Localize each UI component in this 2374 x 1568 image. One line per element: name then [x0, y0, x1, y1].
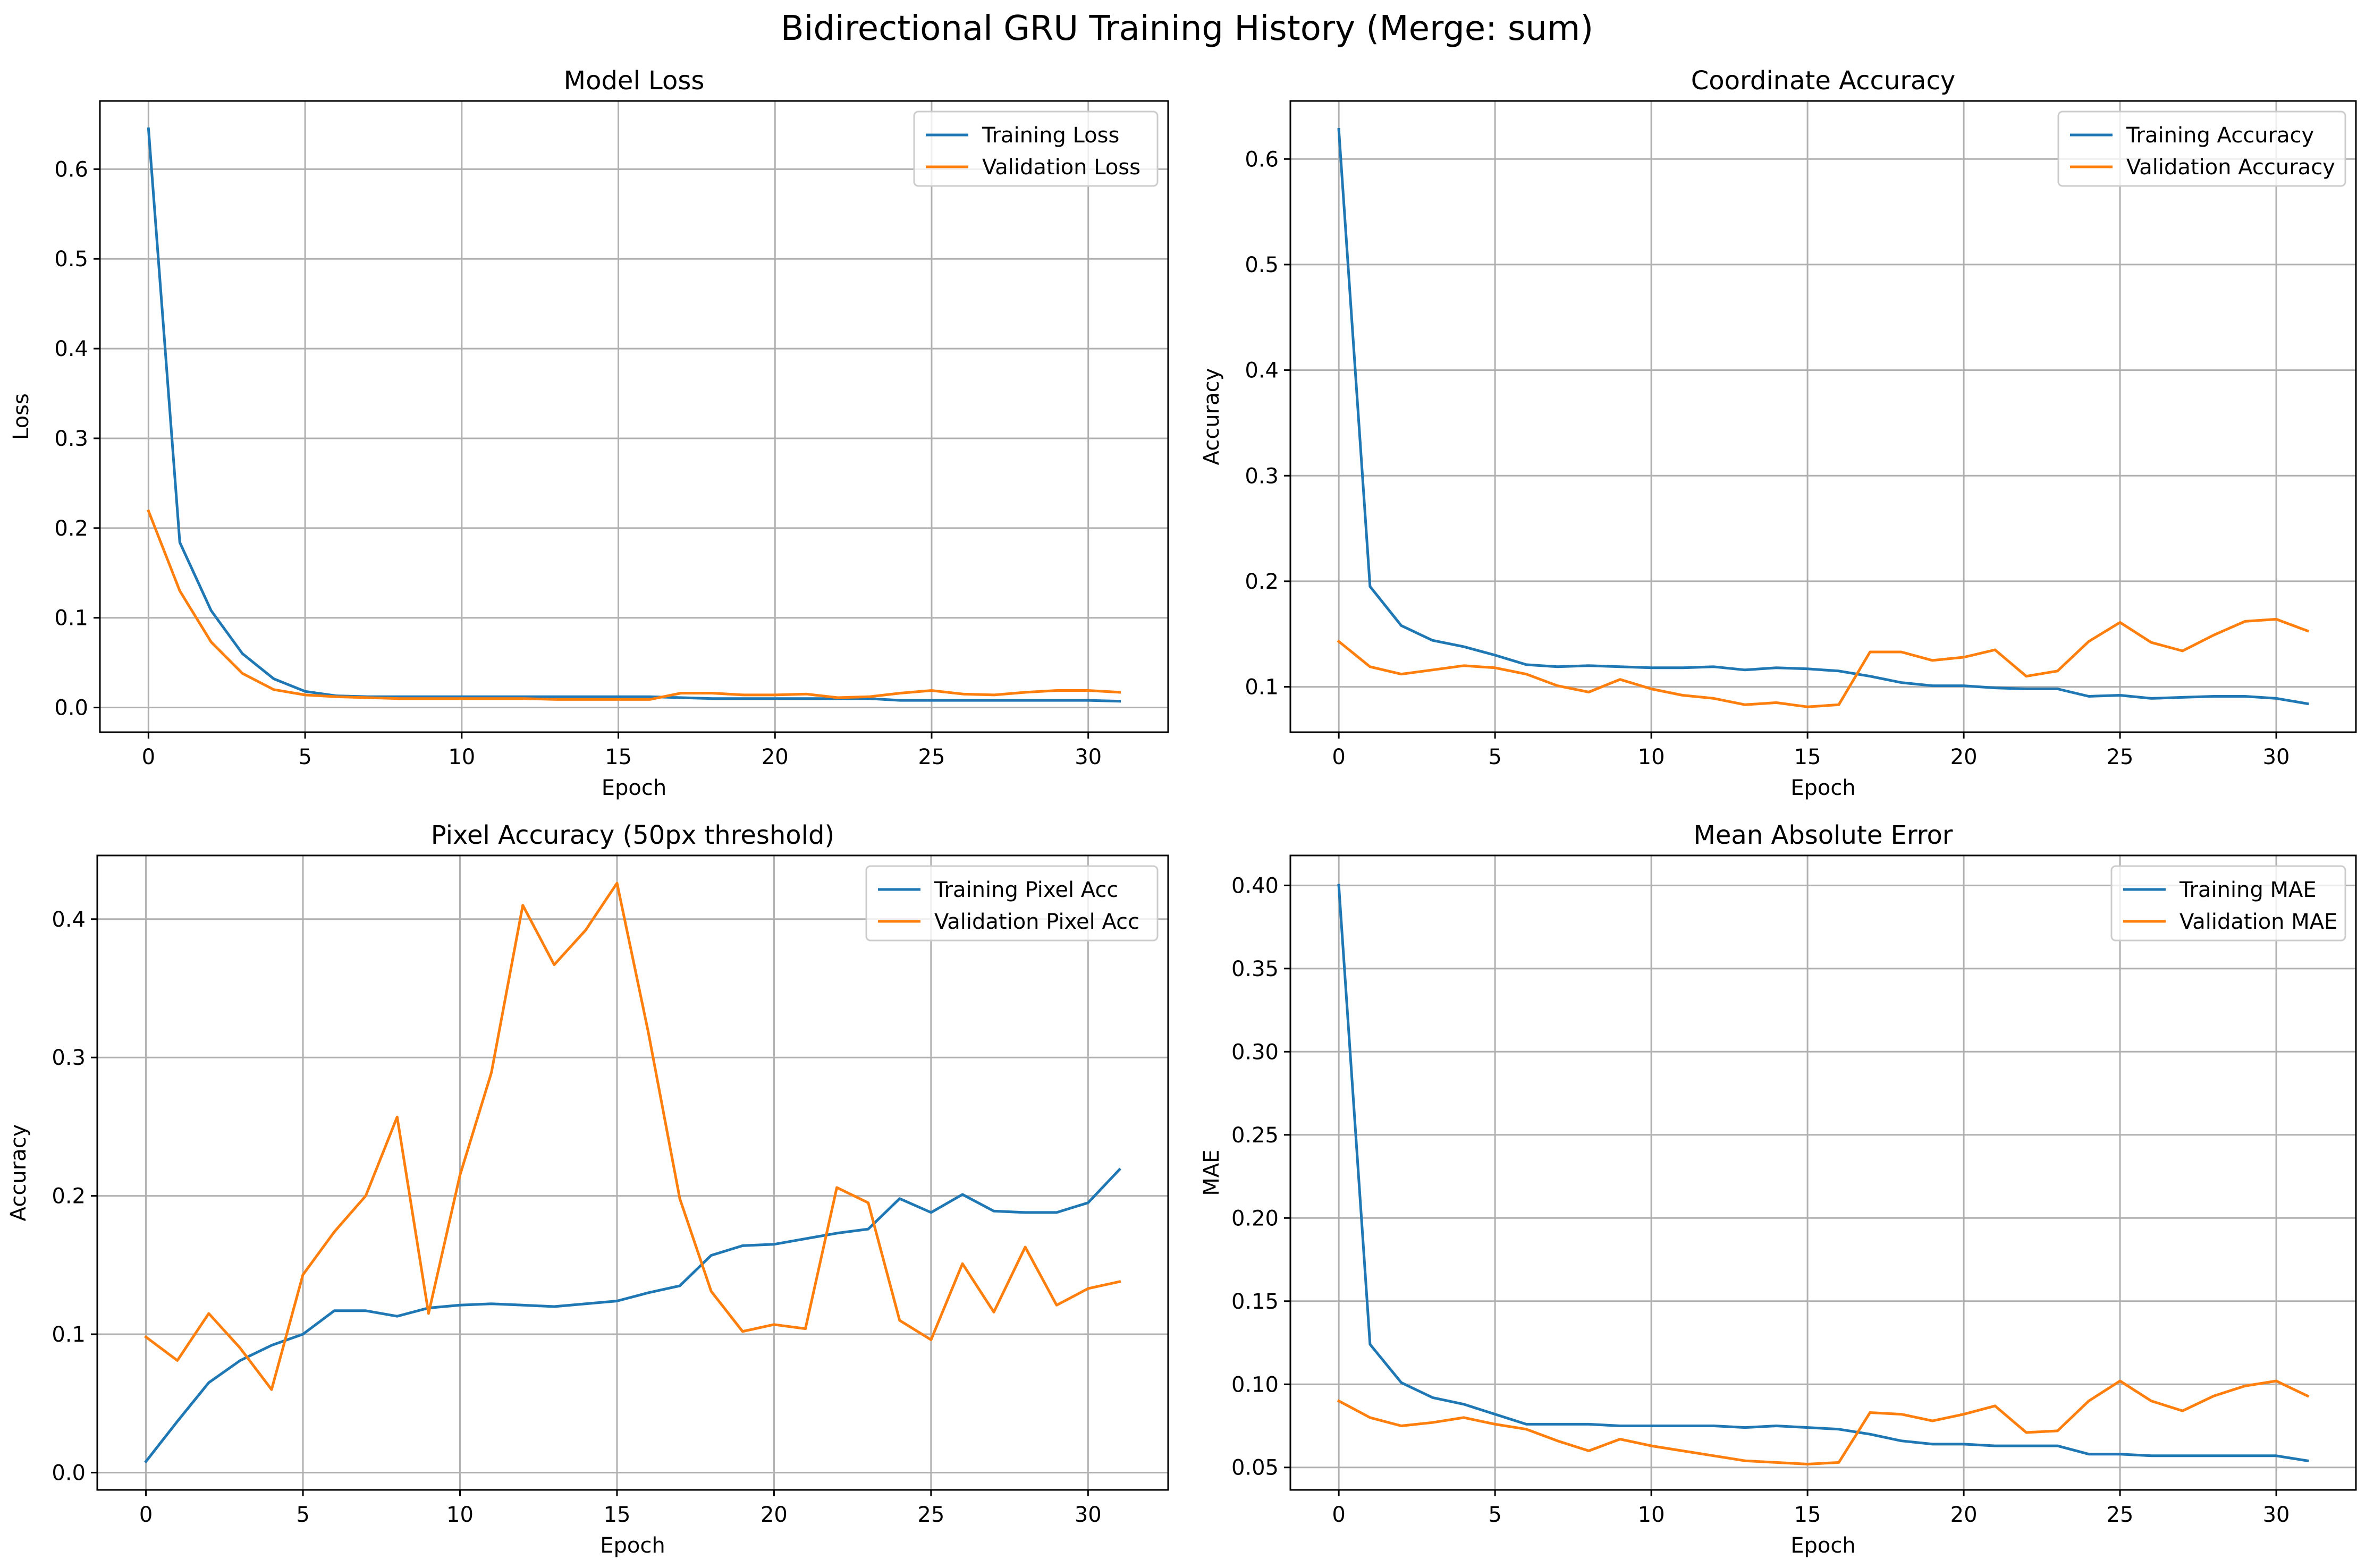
y-tick-label: 0.5	[1245, 253, 1279, 277]
x-tick-label: 20	[1950, 1503, 1978, 1527]
axes-frame	[1290, 101, 2356, 732]
y-tick-label: 0.05	[1231, 1456, 1279, 1480]
y-tick-label: 0.3	[52, 1046, 86, 1070]
axes-frame	[100, 101, 1168, 732]
series-line-1	[148, 129, 1119, 701]
y-tick-label: 0.4	[1245, 359, 1279, 383]
x-axis-label: Epoch	[602, 776, 666, 800]
x-tick-label: 15	[1794, 1503, 1821, 1527]
y-tick-label: 0.5	[54, 247, 88, 272]
x-tick-label: 5	[296, 1503, 309, 1527]
y-axis-label: MAE	[1199, 1149, 1224, 1196]
series-line-2	[148, 511, 1119, 700]
legend-label-1: Training MAE	[2179, 878, 2317, 902]
axes-frame	[1290, 855, 2356, 1490]
x-tick-label: 15	[605, 745, 632, 769]
x-axis-label: Epoch	[1790, 776, 1855, 800]
x-tick-label: 20	[762, 745, 789, 769]
y-tick-label: 0.1	[54, 606, 88, 631]
legend-label-1: Training Loss	[982, 123, 1119, 148]
legend: Training Pixel Acc Validation Pixel Acc	[866, 866, 1158, 940]
y-tick-label: 0.20	[1231, 1206, 1279, 1231]
chart-title: Mean Absolute Error	[1693, 820, 1953, 850]
chart-title: Coordinate Accuracy	[1691, 66, 1956, 96]
x-tick-label: 30	[1075, 1503, 1102, 1527]
y-tick-label: 0.1	[1245, 675, 1279, 700]
y-tick-label: 0.6	[1245, 147, 1279, 172]
y-tick-label: 0.1	[52, 1323, 86, 1347]
x-tick-label: 0	[1332, 1503, 1345, 1527]
y-tick-label: 0.6	[54, 157, 88, 182]
legend-label-2: Validation Loss	[982, 155, 1140, 180]
y-tick-label: 0.0	[52, 1461, 86, 1485]
x-tick-label: 15	[604, 1503, 631, 1527]
x-tick-label: 25	[918, 745, 945, 769]
x-tick-label: 10	[448, 745, 475, 769]
chart-panel-3: 0 5 10 15 20 25 30 0.0 0.1 0.2 0.3 0.4 Pixel Accurac…	[6, 820, 1168, 1558]
x-axis-label: Epoch	[600, 1533, 665, 1558]
series-line-1	[1339, 130, 2308, 704]
y-tick-label: 0.35	[1231, 957, 1279, 981]
chart-title: Pixel Accuracy (50px threshold)	[431, 820, 834, 850]
x-axis-label: Epoch	[1790, 1533, 1855, 1558]
chart-panel-4: 0 5 10 15 20 25 30 0.05 0.10 0.15 0.20 0.25 0.30 0.35…	[1199, 820, 2356, 1558]
y-tick-label: 0.2	[52, 1184, 86, 1209]
y-axis-label: Accuracy	[1199, 368, 1224, 465]
legend-label-2: Validation Accuracy	[2126, 155, 2335, 180]
y-tick-label: 0.3	[1245, 464, 1279, 488]
y-tick-label: 0.3	[54, 427, 88, 451]
y-tick-label: 0.10	[1231, 1372, 1279, 1397]
y-tick-label: 0.0	[54, 696, 88, 721]
x-tick-label: 30	[2263, 1503, 2290, 1527]
series-line-2	[1339, 1381, 2308, 1464]
x-tick-label: 5	[298, 745, 311, 769]
legend: Training MAE Validation MAE	[2111, 866, 2345, 940]
legend-label-2: Validation Pixel Acc	[934, 910, 1139, 934]
x-tick-label: 25	[2107, 745, 2134, 769]
y-tick-label: 0.2	[1245, 570, 1279, 594]
x-tick-label: 5	[1488, 1503, 1501, 1527]
x-tick-label: 5	[1488, 745, 1501, 769]
x-tick-label: 0	[142, 745, 155, 769]
y-tick-label: 0.4	[54, 337, 88, 361]
x-tick-label: 0	[139, 1503, 153, 1527]
legend-label-1: Training Pixel Acc	[934, 878, 1118, 902]
series-line-2	[146, 883, 1120, 1389]
legend: Training Accuracy Validation Accuracy	[2058, 112, 2345, 186]
series-line-1	[1339, 885, 2308, 1461]
y-axis-label: Accuracy	[6, 1124, 31, 1222]
x-tick-label: 20	[1950, 745, 1978, 769]
chart-panel-1: 0 5 10 15 20 25 30 0.0 0.1 0.2 0.3 0.4 0.5 0.6 Model L…	[9, 66, 1168, 800]
y-tick-label: 0.4	[52, 908, 86, 932]
chart-title: Model Loss	[564, 66, 705, 96]
x-tick-label: 30	[2263, 745, 2290, 769]
y-tick-label: 0.25	[1231, 1123, 1279, 1148]
x-tick-label: 0	[1332, 745, 1345, 769]
y-tick-label: 0.30	[1231, 1040, 1279, 1064]
x-tick-label: 30	[1075, 745, 1102, 769]
chart-panel-2: 0 5 10 15 20 25 30 0.1 0.2 0.3 0.4 0.5 0.6 Coordinate…	[1199, 66, 2356, 800]
x-tick-label: 15	[1794, 745, 1821, 769]
x-tick-label: 10	[1638, 1503, 1665, 1527]
y-tick-label: 0.2	[54, 516, 88, 541]
series-line-2	[1339, 619, 2308, 707]
y-axis-label: Loss	[9, 393, 33, 440]
y-tick-label: 0.15	[1231, 1290, 1279, 1314]
y-tick-label: 0.40	[1231, 874, 1279, 898]
x-tick-label: 10	[446, 1503, 474, 1527]
x-tick-label: 20	[761, 1503, 788, 1527]
x-tick-label: 25	[917, 1503, 944, 1527]
axes-frame	[97, 855, 1168, 1490]
x-tick-label: 25	[2107, 1503, 2134, 1527]
x-tick-label: 10	[1638, 745, 1665, 769]
legend-label-1: Training Accuracy	[2126, 123, 2314, 148]
legend-label-2: Validation MAE	[2179, 910, 2337, 934]
legend: Training Loss Validation Loss	[914, 112, 1158, 186]
